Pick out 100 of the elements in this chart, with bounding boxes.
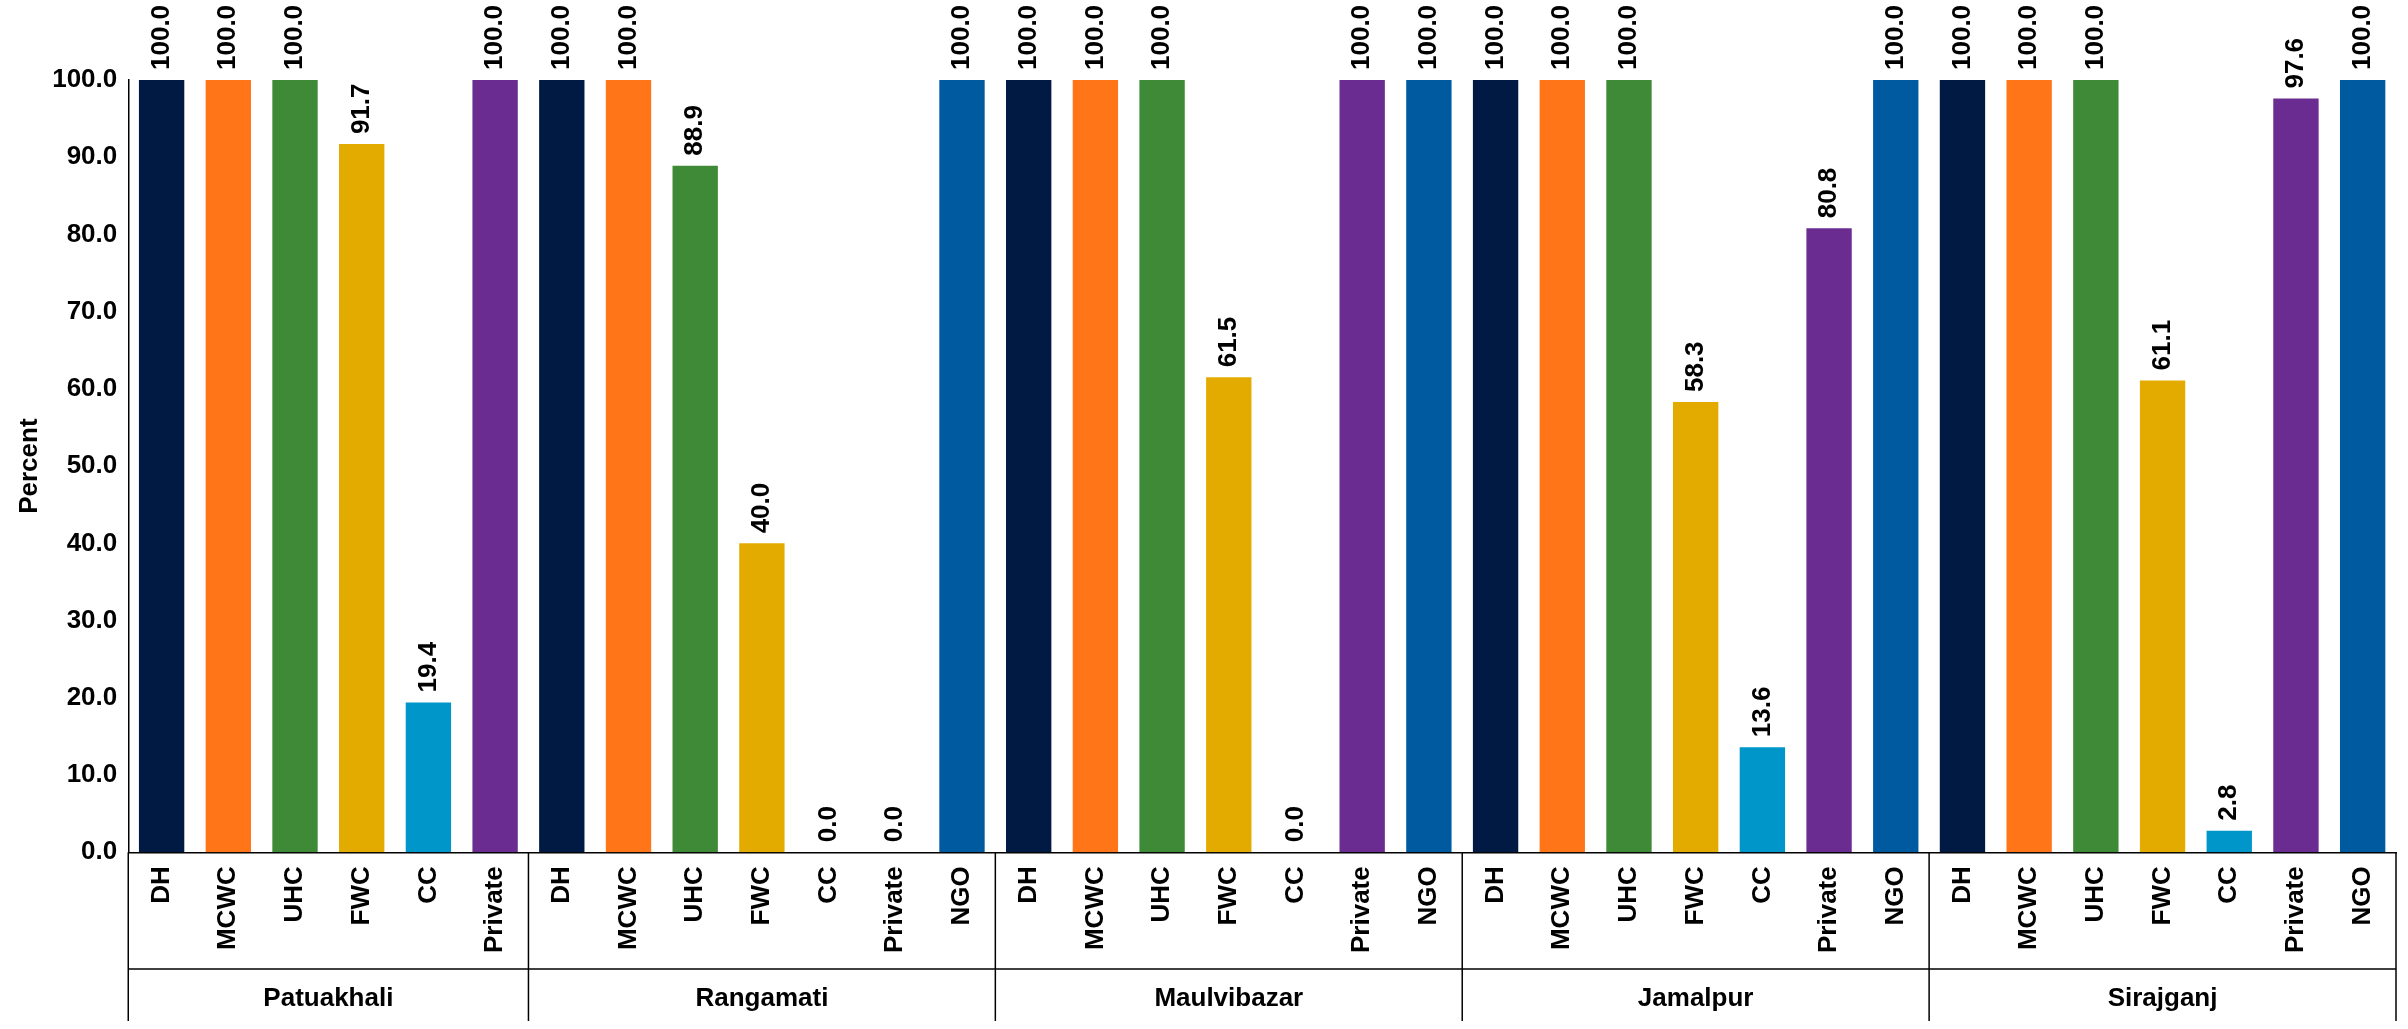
text: Patuakhali [263, 982, 394, 1013]
x-tick-label: FWC [2145, 866, 2176, 926]
bar [272, 80, 318, 853]
bar [1006, 80, 1052, 853]
x-tick-label: CC [2212, 866, 2243, 904]
x-tick-label: FWC [1678, 866, 1709, 926]
bar [739, 543, 785, 853]
y-tick-label: 60.0 [66, 372, 118, 403]
y-tick-label: 20.0 [66, 680, 118, 711]
x-tick-label: Private [1345, 866, 1376, 954]
data-label: 100.0 [1145, 4, 1176, 70]
x-tick-label: Private [478, 866, 509, 954]
x-tick-label: DH [544, 866, 575, 904]
data-label: 100.0 [144, 4, 175, 70]
x-tick-label: MCWC [211, 866, 242, 951]
x-tick-label: Private [2279, 866, 2310, 954]
x-tick-label: DH [1478, 866, 1509, 904]
y-tick-label: 40.0 [66, 526, 118, 557]
data-label: 100.0 [1945, 4, 1976, 70]
data-label: 100.0 [1478, 4, 1509, 70]
x-tick-label: NGO [1412, 866, 1443, 926]
data-label: 91.7 [344, 83, 375, 135]
x-tick-label: Private [1812, 866, 1843, 954]
bar [1539, 80, 1585, 853]
data-label: 0.0 [1278, 806, 1309, 843]
data-label: 100.0 [1878, 4, 1909, 70]
bar [939, 80, 985, 853]
bar [2273, 98, 2319, 853]
y-tick-label: 100.0 [52, 63, 118, 94]
data-label: 40.0 [745, 482, 776, 534]
data-label: 100.0 [2345, 4, 2376, 70]
data-label: 100.0 [1345, 4, 1376, 70]
bar [1606, 80, 1652, 853]
bar [672, 165, 718, 853]
bar [472, 80, 518, 853]
bar [2006, 80, 2052, 853]
x-tick-label: UHC [1612, 866, 1643, 923]
x-tick-label: DH [1945, 866, 1976, 904]
y-axis-title: Percent [12, 418, 43, 514]
x-tick-label: UHC [278, 866, 309, 923]
y-tick-label: 10.0 [66, 758, 118, 789]
bar [2339, 80, 2386, 853]
x-tick-label: UHC [678, 866, 709, 923]
bar [1206, 377, 1252, 853]
bar [1339, 80, 1385, 853]
data-label: 100.0 [611, 4, 642, 70]
data-label: 100.0 [1612, 4, 1643, 70]
data-label: 100.0 [1545, 4, 1576, 70]
data-label: 100.0 [1011, 4, 1042, 70]
bar [2206, 830, 2252, 853]
bar [1072, 80, 1119, 853]
x-tick-label: NGO [945, 866, 976, 926]
x-tick-label: UHC [2079, 866, 2110, 923]
data-label: 100.0 [278, 4, 309, 70]
x-tick-label: FWC [344, 866, 375, 926]
data-label: 100.0 [544, 4, 575, 70]
bar [1939, 80, 1986, 853]
data-label: 100.0 [211, 4, 242, 70]
bar [1472, 80, 1519, 853]
x-tick-label: MCWC [2012, 866, 2043, 951]
text: Sirajganj [2107, 982, 2218, 1013]
bar [1806, 228, 1852, 853]
text: Maulvibazar [1154, 982, 1304, 1013]
bar [1406, 80, 1452, 853]
x-tick-label: DH [1011, 866, 1042, 904]
data-label: 100.0 [945, 4, 976, 70]
data-label: 100.0 [2012, 4, 2043, 70]
data-label: 19.4 [411, 641, 442, 693]
data-label: 88.9 [678, 105, 709, 156]
bar [1739, 747, 1786, 853]
y-tick-label: 50.0 [66, 449, 118, 480]
x-tick-label: FWC [745, 866, 776, 926]
x-tick-label: UHC [1145, 866, 1176, 923]
data-label: 58.3 [1678, 341, 1709, 393]
x-tick-label: NGO [1878, 866, 1909, 926]
y-tick-label: 80.0 [66, 217, 118, 248]
bar [339, 144, 385, 853]
data-label: 80.8 [1812, 167, 1843, 219]
y-tick-label: 0.0 [81, 835, 118, 866]
x-tick-label: CC [1278, 866, 1309, 904]
bar [205, 80, 251, 853]
bar [2073, 80, 2119, 853]
x-tick-label: MCWC [1545, 866, 1576, 951]
x-tick-label: CC [811, 866, 842, 904]
bar [605, 80, 652, 853]
x-tick-label: MCWC [1078, 866, 1109, 951]
bar [539, 80, 585, 853]
bar [1672, 402, 1719, 853]
x-tick-label: NGO [2345, 866, 2376, 926]
y-tick-label: 70.0 [66, 294, 118, 325]
bar [1873, 80, 1919, 853]
data-label: 100.0 [1078, 4, 1109, 70]
x-tick-label: FWC [1211, 866, 1242, 926]
data-label: 61.1 [2145, 319, 2176, 371]
x-tick-label: Private [878, 866, 909, 954]
x-tick-label: DH [144, 866, 175, 904]
bar [1139, 80, 1185, 853]
data-label: 13.6 [1745, 686, 1776, 738]
x-tick-label: MCWC [611, 866, 642, 951]
data-label: 61.5 [1211, 316, 1242, 368]
